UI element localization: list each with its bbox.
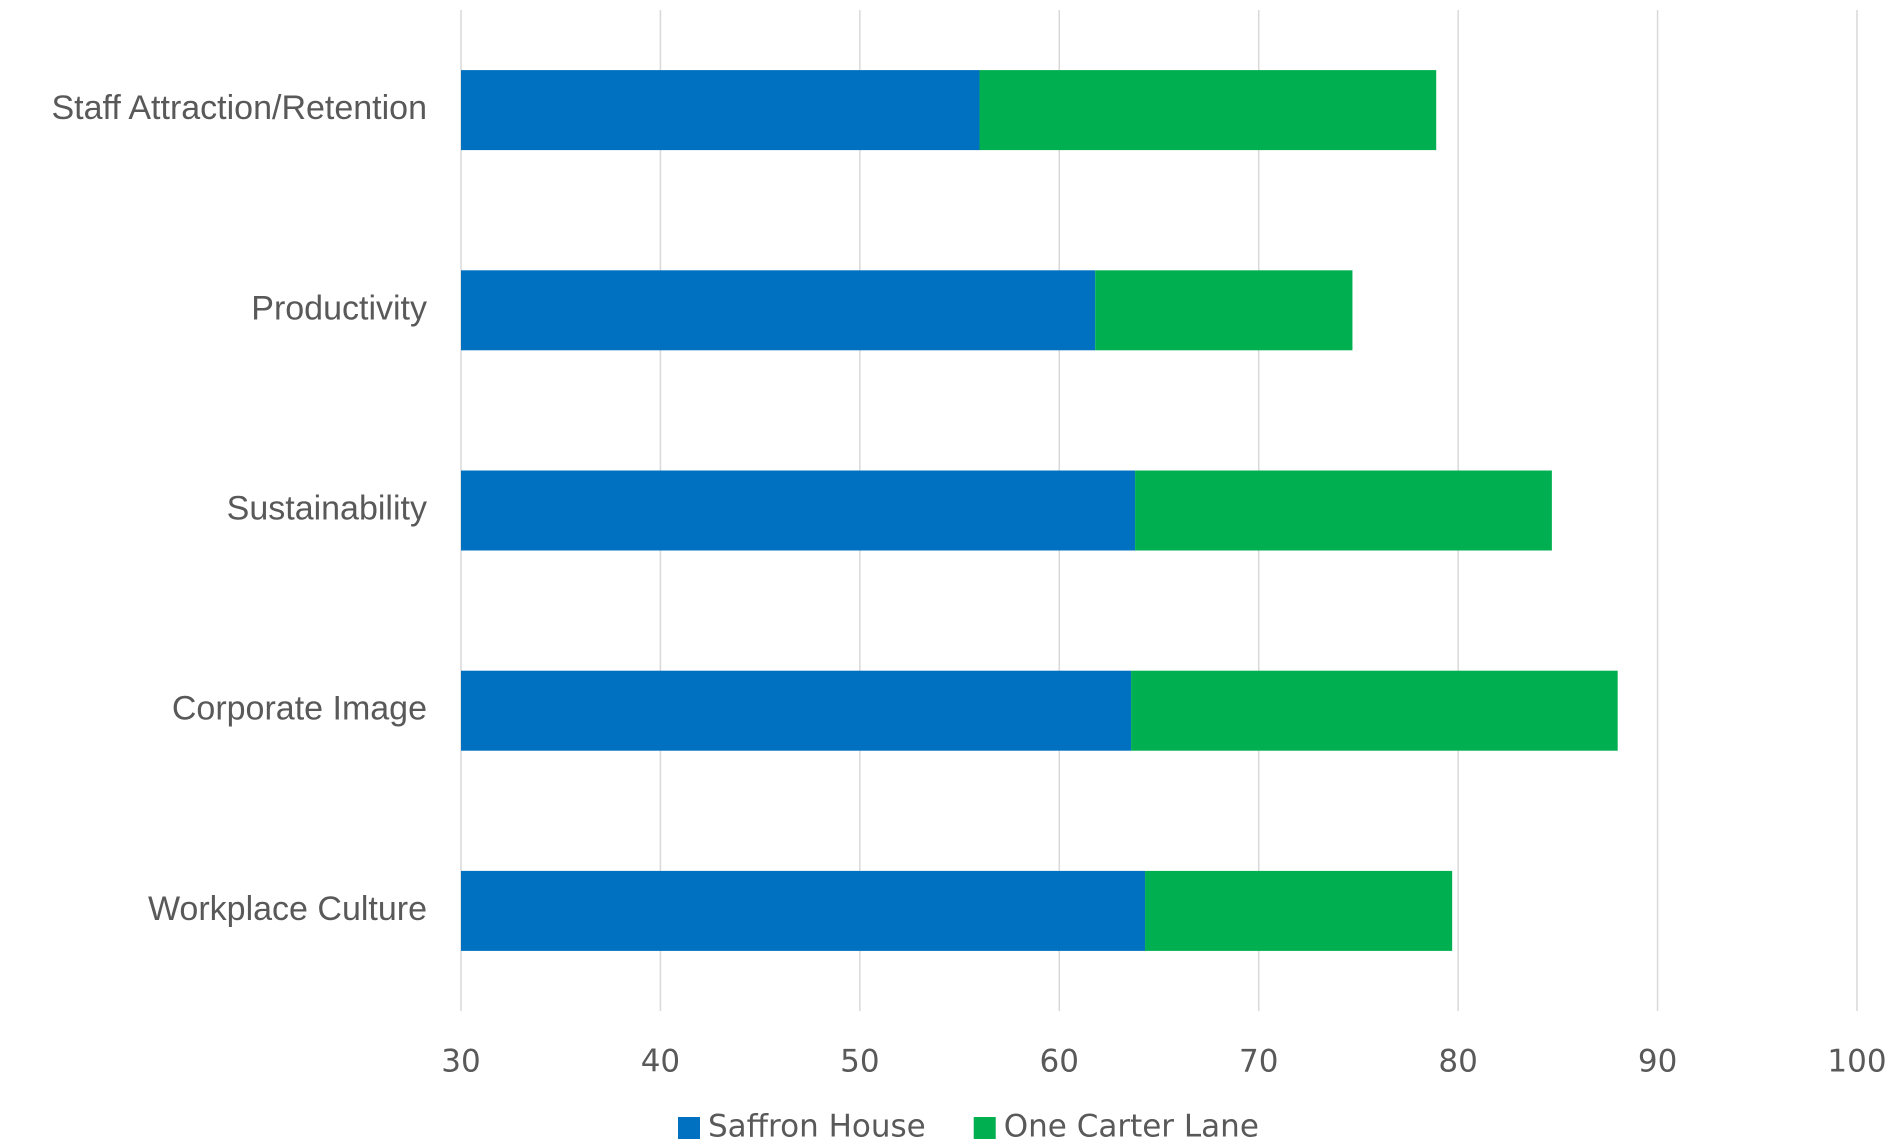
x-tick-label: 70 <box>1239 1044 1278 1080</box>
bar <box>461 270 1096 351</box>
x-tick-label: 40 <box>641 1044 680 1080</box>
legend-swatch <box>973 1117 996 1139</box>
bar <box>1095 270 1353 351</box>
bar <box>461 70 980 151</box>
bar <box>1131 670 1618 751</box>
x-tick-label: 90 <box>1638 1044 1677 1080</box>
x-tick-label: 80 <box>1438 1044 1477 1080</box>
y-tick-label: Sustainability <box>227 489 427 527</box>
bar <box>1135 470 1552 551</box>
y-tick-label: Staff Attraction/Retention <box>52 89 428 127</box>
y-tick-label: Productivity <box>251 289 427 327</box>
x-tick-label: 30 <box>441 1044 480 1080</box>
bar <box>979 70 1437 151</box>
x-tick-label: 100 <box>1827 1044 1886 1080</box>
bar <box>461 470 1136 551</box>
bar <box>1145 870 1453 951</box>
legend-label: Saffron House <box>708 1109 926 1144</box>
y-tick-label: Corporate Image <box>172 690 427 728</box>
x-tick-label: 50 <box>840 1044 879 1080</box>
y-tick-label: Workplace Culture <box>148 890 427 928</box>
legend-swatch <box>678 1117 700 1139</box>
bar <box>461 870 1146 951</box>
legend-label: One Carter Lane <box>1004 1109 1259 1144</box>
x-tick-label: 60 <box>1040 1044 1079 1080</box>
bar <box>461 670 1132 751</box>
